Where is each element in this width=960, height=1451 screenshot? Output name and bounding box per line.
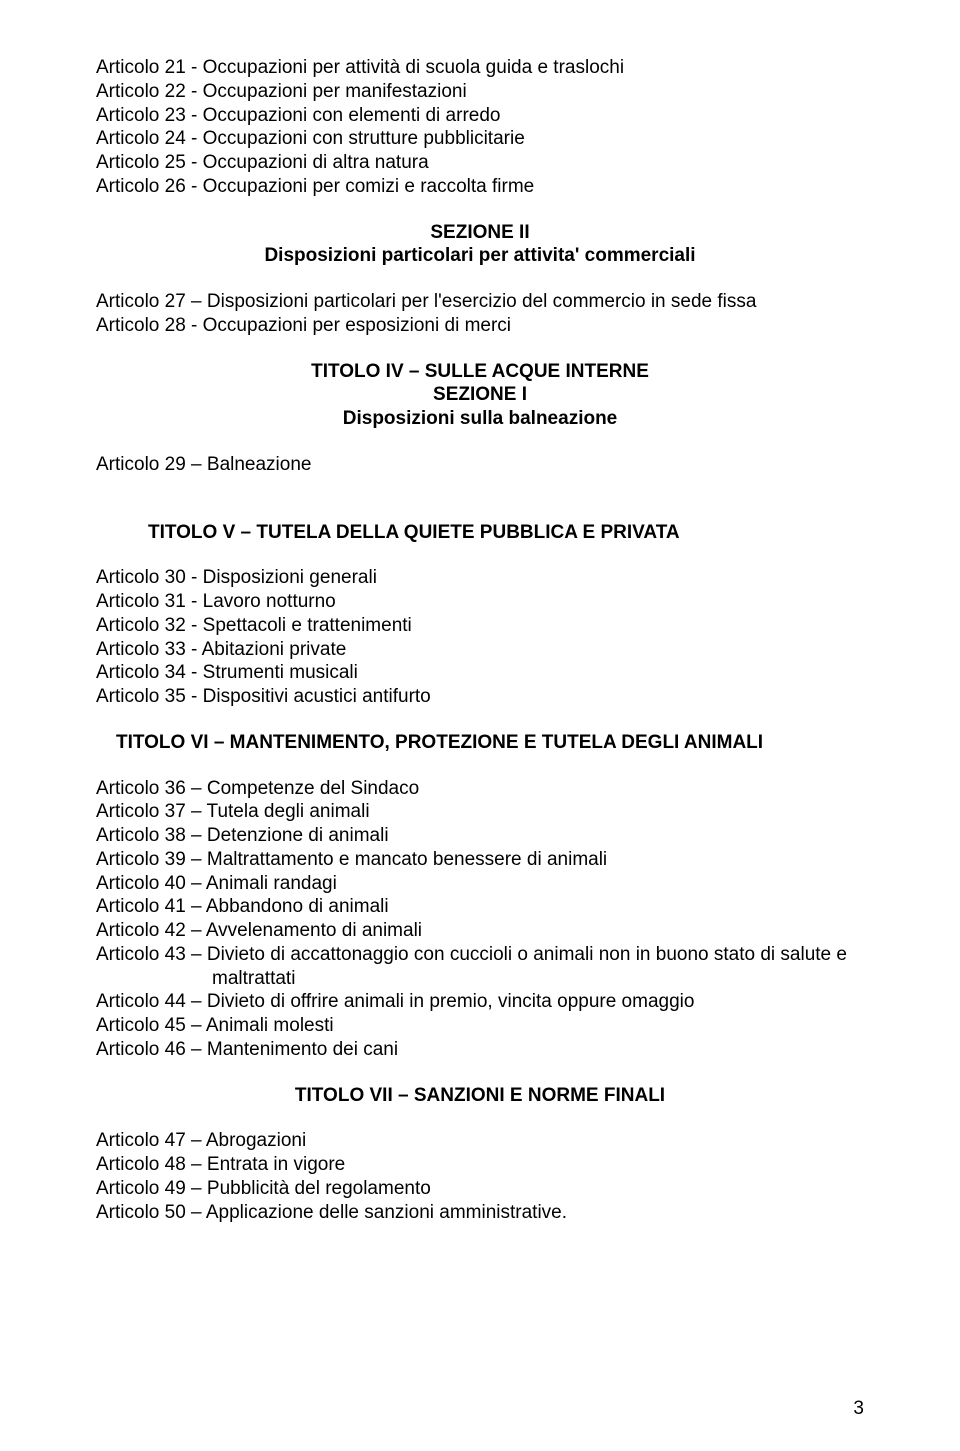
article-line: Articolo 31 - Lavoro notturno: [96, 590, 864, 614]
article-line: maltrattati: [96, 967, 864, 991]
page-number: 3: [853, 1397, 864, 1421]
article-line: Articolo 22 - Occupazioni per manifestaz…: [96, 80, 864, 104]
article-line: Articolo 23 - Occupazioni con elementi d…: [96, 104, 864, 128]
article-line: Articolo 49 – Pubblicità del regolamento: [96, 1177, 864, 1201]
sezione-ii-subtitle: Disposizioni particolari per attivita' c…: [96, 244, 864, 268]
article-line: Articolo 37 – Tutela degli animali: [96, 800, 864, 824]
article-line: Articolo 28 - Occupazioni per esposizion…: [96, 314, 864, 338]
article-line: Articolo 50 – Applicazione delle sanzion…: [96, 1201, 864, 1225]
article-line: Articolo 44 – Divieto di offrire animali…: [96, 990, 864, 1014]
article-line: Articolo 47 – Abrogazioni: [96, 1129, 864, 1153]
document-page: Articolo 21 - Occupazioni per attività d…: [0, 0, 960, 1451]
titolo-vii-title: TITOLO VII – SANZIONI E NORME FINALI: [96, 1084, 864, 1108]
article-line: Articolo 46 – Mantenimento dei cani: [96, 1038, 864, 1062]
article-line: Articolo 24 - Occupazioni con strutture …: [96, 127, 864, 151]
article-29: Articolo 29 – Balneazione: [96, 453, 864, 477]
titolo-v-title: TITOLO V – TUTELA DELLA QUIETE PUBBLICA …: [96, 521, 864, 545]
article-line: Articolo 25 - Occupazioni di altra natur…: [96, 151, 864, 175]
article-line: Articolo 38 – Detenzione di animali: [96, 824, 864, 848]
article-line: Articolo 43 – Divieto di accattonaggio c…: [96, 943, 864, 967]
article-line: Articolo 26 - Occupazioni per comizi e r…: [96, 175, 864, 199]
article-line: Articolo 34 - Strumenti musicali: [96, 661, 864, 685]
titolo-iv-title: TITOLO IV – SULLE ACQUE INTERNE: [96, 360, 864, 384]
titolo-iv-subtitle: Disposizioni sulla balneazione: [96, 407, 864, 431]
article-line: Articolo 33 - Abitazioni private: [96, 638, 864, 662]
article-line: Articolo 39 – Maltrattamento e mancato b…: [96, 848, 864, 872]
article-line: Articolo 27 – Disposizioni particolari p…: [96, 290, 864, 314]
article-line: Articolo 21 - Occupazioni per attività d…: [96, 56, 864, 80]
article-line: Articolo 42 – Avvelenamento di animali: [96, 919, 864, 943]
article-line: Articolo 35 - Dispositivi acustici antif…: [96, 685, 864, 709]
titolo-vi-title: TITOLO VI – MANTENIMENTO, PROTEZIONE E T…: [96, 731, 864, 755]
article-line: Articolo 45 – Animali molesti: [96, 1014, 864, 1038]
articles-47-50: Articolo 47 – AbrogazioniArticolo 48 – E…: [96, 1129, 864, 1224]
articles-27-28: Articolo 27 – Disposizioni particolari p…: [96, 290, 864, 338]
article-line: Articolo 32 - Spettacoli e trattenimenti: [96, 614, 864, 638]
articles-21-26: Articolo 21 - Occupazioni per attività d…: [96, 56, 864, 199]
article-line: Articolo 36 – Competenze del Sindaco: [96, 777, 864, 801]
titolo-iv-sezione: SEZIONE I: [96, 383, 864, 407]
articles-30-35: Articolo 30 - Disposizioni generaliArtic…: [96, 566, 864, 709]
article-line: Articolo 41 – Abbandono di animali: [96, 895, 864, 919]
article-line: Articolo 30 - Disposizioni generali: [96, 566, 864, 590]
article-line: Articolo 48 – Entrata in vigore: [96, 1153, 864, 1177]
article-line: Articolo 40 – Animali randagi: [96, 872, 864, 896]
sezione-ii-title: SEZIONE II: [96, 221, 864, 245]
articles-36-46: Articolo 36 – Competenze del SindacoArti…: [96, 777, 864, 1062]
